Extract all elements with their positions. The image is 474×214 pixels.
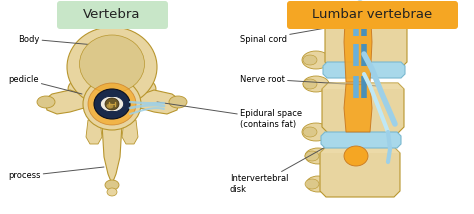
Ellipse shape (303, 76, 329, 92)
Ellipse shape (88, 83, 136, 125)
Polygon shape (321, 132, 401, 148)
Text: Nerve root: Nerve root (240, 74, 378, 86)
Polygon shape (325, 16, 407, 68)
Polygon shape (325, 16, 407, 22)
Ellipse shape (302, 123, 330, 141)
Text: pedicle: pedicle (8, 74, 82, 94)
Polygon shape (102, 124, 122, 184)
Ellipse shape (354, 1, 366, 11)
Ellipse shape (305, 148, 331, 164)
Ellipse shape (306, 176, 330, 192)
Text: Vertebra: Vertebra (83, 7, 141, 21)
Ellipse shape (105, 98, 119, 110)
Ellipse shape (80, 35, 145, 93)
Polygon shape (100, 96, 124, 112)
Ellipse shape (303, 55, 317, 65)
Polygon shape (323, 62, 405, 78)
Ellipse shape (303, 79, 317, 89)
Polygon shape (130, 90, 180, 114)
Ellipse shape (128, 79, 156, 101)
Ellipse shape (83, 78, 141, 130)
Polygon shape (320, 147, 400, 153)
FancyBboxPatch shape (57, 1, 168, 29)
Ellipse shape (94, 89, 130, 119)
Polygon shape (86, 120, 102, 144)
Polygon shape (322, 83, 404, 133)
Ellipse shape (67, 27, 157, 107)
Ellipse shape (107, 104, 113, 108)
Polygon shape (344, 2, 372, 82)
Ellipse shape (305, 179, 319, 189)
Ellipse shape (37, 96, 55, 108)
Polygon shape (344, 84, 372, 132)
Ellipse shape (344, 146, 368, 166)
Ellipse shape (303, 127, 317, 137)
Text: process: process (8, 167, 104, 180)
Polygon shape (322, 83, 404, 89)
Text: Epidural space
(contains fat): Epidural space (contains fat) (157, 102, 302, 129)
Text: Spinal cord: Spinal cord (240, 22, 360, 43)
Polygon shape (44, 90, 94, 114)
Text: Body: Body (18, 34, 117, 47)
Ellipse shape (305, 151, 319, 161)
Ellipse shape (302, 51, 330, 69)
Ellipse shape (105, 180, 119, 190)
Ellipse shape (68, 79, 96, 101)
Polygon shape (320, 147, 400, 197)
Polygon shape (122, 120, 138, 144)
Ellipse shape (169, 96, 187, 108)
FancyBboxPatch shape (287, 1, 458, 29)
Text: Intervertebral
disk: Intervertebral disk (230, 140, 338, 194)
Ellipse shape (107, 188, 117, 196)
Text: Lumbar vertebrae: Lumbar vertebrae (312, 7, 432, 21)
